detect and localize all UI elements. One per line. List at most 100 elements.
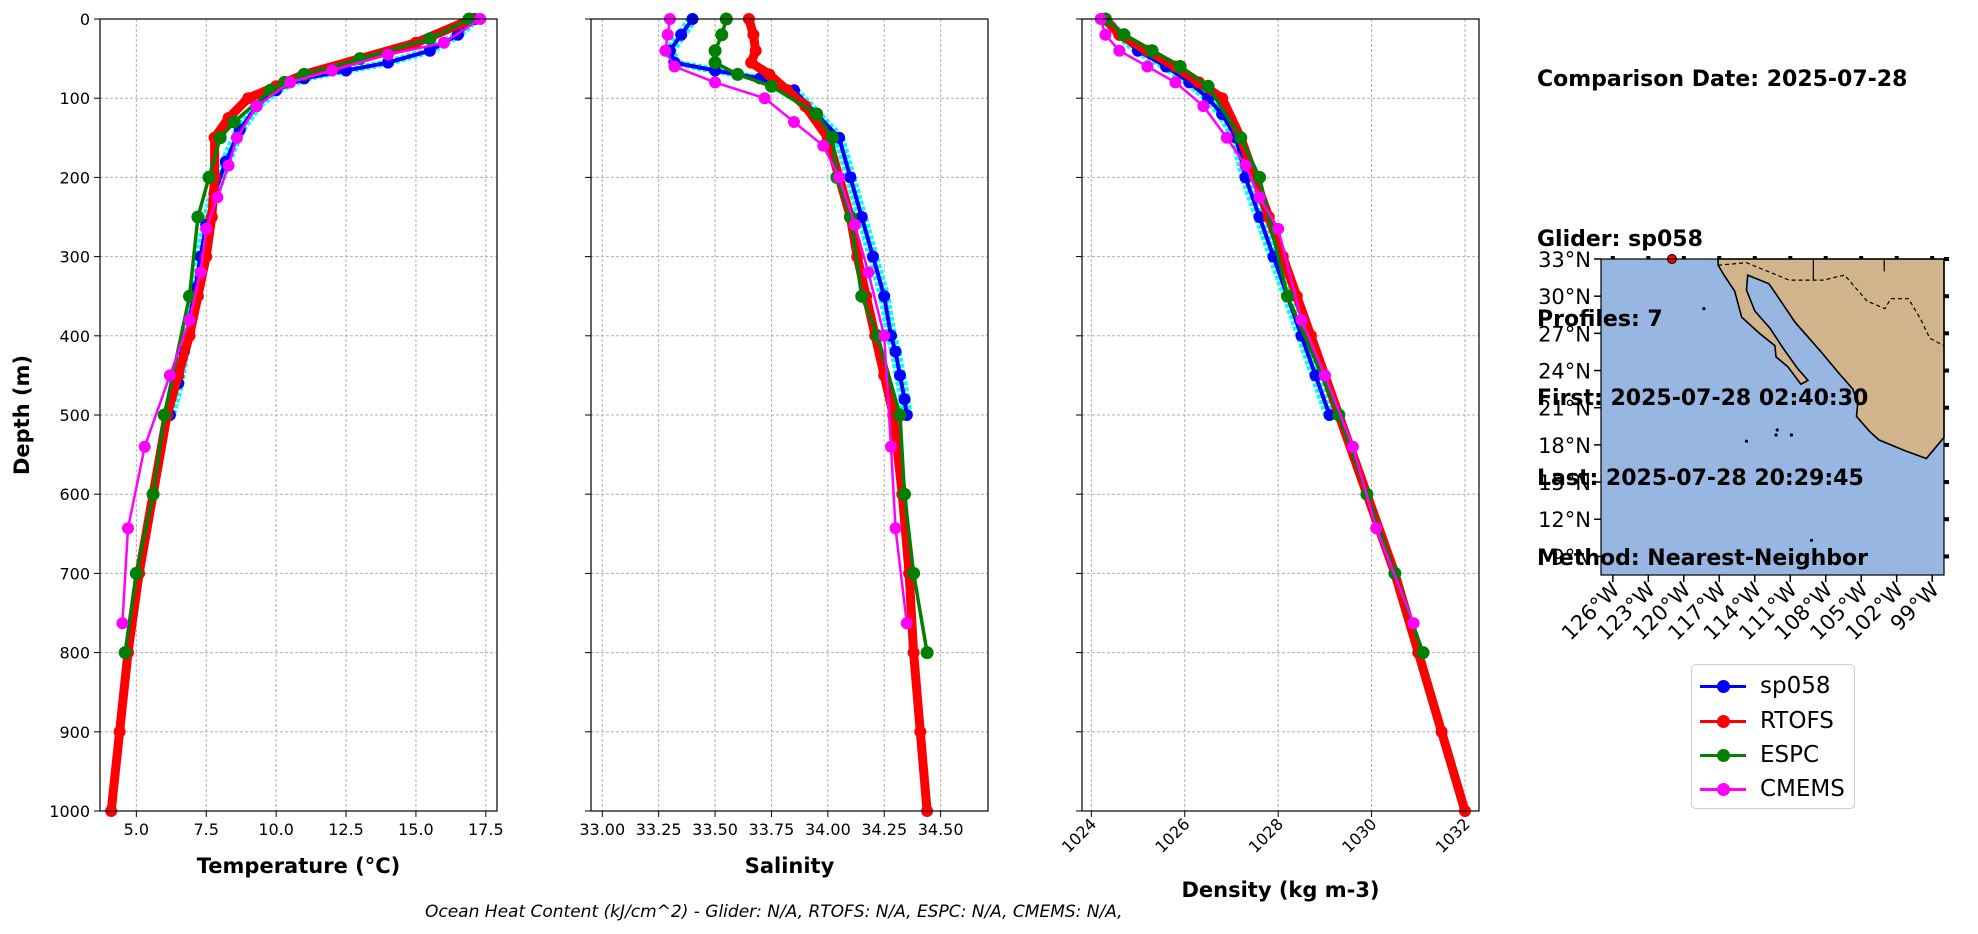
data-point-cmems <box>1220 131 1233 144</box>
x-axis-label: Density (kg m-3) <box>1181 878 1379 902</box>
data-point-cmems <box>1239 159 1252 172</box>
x-axis-label: Salinity <box>745 854 835 878</box>
series-line-cmems <box>1099 17 1415 625</box>
data-point-cmems <box>1346 440 1359 453</box>
lat-tick-label: 18°N <box>1538 434 1591 458</box>
lat-tick-label: 27°N <box>1538 322 1591 346</box>
data-point-cmems <box>122 522 134 535</box>
island <box>1702 306 1706 311</box>
comparison-method: Method: Nearest-Neighbor <box>1537 545 1868 571</box>
data-point-cmems <box>183 314 196 326</box>
data-point-sp058 <box>898 393 911 406</box>
data-point-sp058 <box>894 369 906 382</box>
data-point-espc <box>907 566 921 580</box>
x-tick-label: 15.0 <box>398 820 434 839</box>
x-tick-label: 17.5 <box>468 820 504 839</box>
data-point-rtofs <box>172 369 185 382</box>
legend-label: CMEMS <box>1760 776 1845 802</box>
y-tick-label: 100 <box>59 89 90 108</box>
data-point-sp058 <box>844 171 857 184</box>
data-point-sp058 <box>889 345 902 358</box>
data-point-cmems <box>1169 76 1182 89</box>
data-point-cmems <box>1113 44 1126 57</box>
legend-label: ESPC <box>1760 742 1820 768</box>
data-point-sp058 <box>855 211 868 223</box>
data-point-cmems <box>1370 522 1383 535</box>
data-point-sp058 <box>423 44 436 57</box>
data-point-cmems <box>1295 314 1308 326</box>
data-point-espc <box>893 408 907 422</box>
data-point-rtofs <box>907 646 920 659</box>
lat-tick-label: 30°N <box>1538 285 1591 309</box>
island <box>1744 439 1749 443</box>
glider-info-block: Comparison Date: 2025-07-28 Glider: sp05… <box>1537 14 1907 599</box>
series-line-sp058 <box>1103 17 1332 417</box>
x-tick-label: 1030 <box>1338 814 1380 856</box>
data-point-cmems <box>163 369 176 382</box>
y-tick-label: 900 <box>59 723 90 742</box>
temperature-panel: 5.0 7.5 10.0 12.5 15.0 17.5 0 100 200 300 400 500 60… <box>10 10 504 878</box>
ocean-heat-content-note: Ocean Heat Content (kJ/cm^2) - Glider: N… <box>425 902 1123 922</box>
lat-tick-label: 15°N <box>1538 471 1591 495</box>
data-point-cmems <box>138 440 151 453</box>
data-point-cmems <box>709 76 722 89</box>
x-tick-label: 33.50 <box>692 820 738 839</box>
data-point-espc <box>1253 170 1266 184</box>
lat-tick-label: 21°N <box>1538 397 1591 421</box>
density-panel: 1024 1026 1028 1030 1032 Density (kg m-3) <box>1058 12 1480 902</box>
national-border <box>1718 262 1945 347</box>
y-tick-label: 400 <box>59 327 90 346</box>
data-point-espc <box>202 170 216 184</box>
data-point-cmems <box>659 44 672 57</box>
data-point-cmems <box>1272 222 1285 235</box>
data-point-cmems <box>817 139 830 152</box>
data-point-espc <box>1201 79 1215 93</box>
data-point-cmems <box>878 329 891 342</box>
data-point-espc <box>423 32 437 46</box>
data-point-cmems <box>211 191 224 204</box>
data-point-espc <box>213 131 227 145</box>
y-tick-label: 200 <box>59 168 90 187</box>
data-point-espc <box>1117 28 1131 42</box>
data-point-espc <box>1234 131 1248 145</box>
lat-tick-label: 24°N <box>1538 360 1591 384</box>
glider-profile-line <box>170 16 480 416</box>
data-point-rtofs <box>745 56 758 69</box>
data-point-espc <box>227 115 241 129</box>
data-point-rtofs <box>183 329 196 342</box>
data-point-espc <box>1416 646 1430 660</box>
plot-frame <box>99 18 498 812</box>
y-tick-label: 600 <box>59 485 90 504</box>
x-tick-label: 1032 <box>1432 814 1474 856</box>
x-tick-label: 12.5 <box>328 820 364 839</box>
data-point-sp058 <box>867 250 879 263</box>
data-point-cmems <box>885 440 897 453</box>
y-tick-label: 1000 <box>49 802 90 821</box>
legend-item-sp058: sp058 <box>1700 671 1830 701</box>
data-point-cmems <box>231 131 243 144</box>
legend-swatch <box>1700 671 1746 701</box>
plot-frame <box>590 18 989 812</box>
profile-count: Profiles: 7 <box>1537 306 1663 332</box>
lat-tick-label: 9°N <box>1551 545 1591 569</box>
series-line-cmems <box>121 17 482 625</box>
lat-tick-label: 12°N <box>1538 508 1591 532</box>
legend-item-espc: ESPC <box>1700 740 1819 770</box>
data-point-sp058 <box>1309 369 1322 382</box>
data-point-cmems <box>250 100 263 113</box>
data-point-rtofs <box>1435 725 1448 738</box>
data-point-espc <box>765 79 778 93</box>
data-point-sp058 <box>1253 211 1266 223</box>
data-point-espc <box>855 289 869 303</box>
last-profile-time: Last: 2025-07-28 20:29:45 <box>1537 466 1864 492</box>
data-point-cmems <box>1253 191 1266 204</box>
data-point-cmems <box>382 48 394 61</box>
first-profile-time: First: 2025-07-28 02:40:30 <box>1537 386 1869 412</box>
y-tick-label: 500 <box>59 406 90 425</box>
glider-profile-line <box>1106 17 1336 416</box>
legend-label: RTOFS <box>1760 708 1834 734</box>
data-point-rtofs <box>242 92 255 105</box>
data-point-cmems <box>661 28 674 41</box>
data-point-sp058 <box>1323 409 1336 421</box>
x-tick-label: 33.00 <box>579 820 625 839</box>
